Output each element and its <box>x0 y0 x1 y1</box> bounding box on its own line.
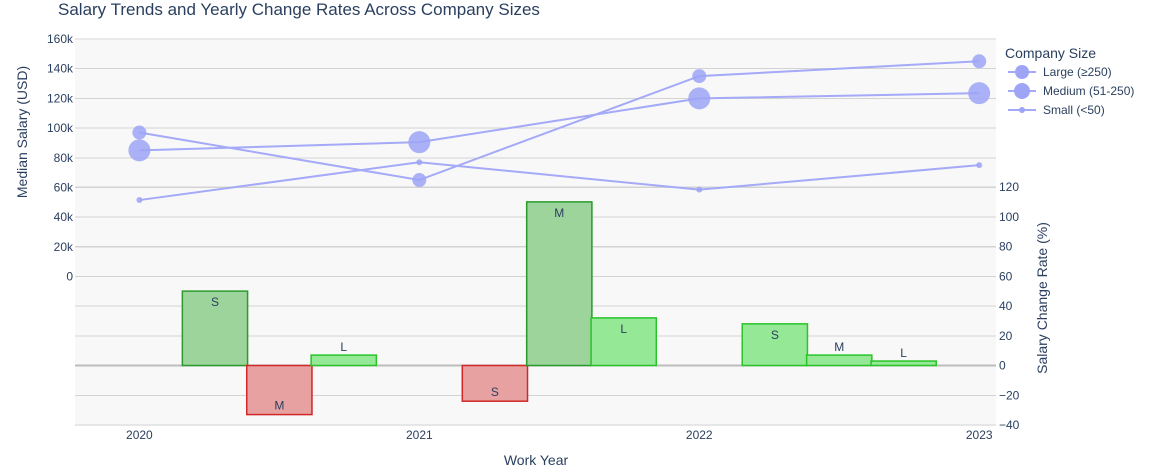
chart-title: Salary Trends and Yearly Change Rates Ac… <box>58 0 540 19</box>
legend-swatch-marker <box>1019 107 1025 113</box>
legend: Company Size Large (≥250) Medium (51-250)… <box>1005 45 1134 117</box>
x-tick-label: 2021 <box>406 428 433 442</box>
right-axis-ticks: −40 −20 0 20 40 60 80 100 120 <box>999 180 1020 432</box>
left-tick-label: 80k <box>54 151 74 165</box>
change-bar <box>525 201 593 367</box>
salary-line <box>139 92 980 152</box>
salary-marker <box>968 82 991 105</box>
right-axis-title: Salary Change Rate (%) <box>1034 222 1050 374</box>
x-tick-label: 2022 <box>686 428 713 442</box>
legend-label: Medium (51-250) <box>1043 84 1134 98</box>
left-axis-title: Median Salary (USD) <box>14 66 30 198</box>
change-bar <box>461 364 529 402</box>
salary-line <box>139 60 980 182</box>
salary-line <box>139 161 980 202</box>
x-tick-label: 2020 <box>126 428 153 442</box>
salary-markers <box>128 54 991 204</box>
right-tick-label: 80 <box>999 240 1013 254</box>
right-tick-label: 0 <box>999 359 1006 373</box>
change-bar <box>310 354 378 367</box>
left-tick-label: 160k <box>47 32 74 46</box>
salary-marker <box>136 197 143 204</box>
salary-lines <box>139 60 980 202</box>
legend-label: Large (≥250) <box>1043 65 1112 79</box>
bar-label: S <box>211 295 219 309</box>
bar-label: L <box>340 340 347 354</box>
right-tick-label: 60 <box>999 269 1013 283</box>
bar-label: M <box>274 399 284 413</box>
bar-label: M <box>834 340 844 354</box>
salary-marker <box>972 54 987 69</box>
salary-marker <box>408 131 431 154</box>
left-axis-ticks: 0 20k 40k 60k 80k 100k 120k 140k 160k <box>47 32 74 284</box>
x-tick-label: 2023 <box>966 428 993 442</box>
left-tick-label: 120k <box>47 91 74 105</box>
salary-marker <box>976 162 983 169</box>
left-tick-label: 100k <box>47 121 74 135</box>
legend-swatch-marker <box>1015 65 1029 79</box>
change-bar <box>741 323 809 367</box>
legend-label: Small (<50) <box>1043 103 1105 117</box>
change-bar <box>590 317 658 367</box>
change-bar <box>181 290 249 367</box>
salary-marker <box>416 159 423 166</box>
legend-title: Company Size <box>1005 45 1096 61</box>
bar-label: M <box>554 206 564 220</box>
right-tick-label: −20 <box>999 388 1020 402</box>
bar-label: S <box>771 328 779 342</box>
right-tick-label: 20 <box>999 329 1013 343</box>
bar-label: L <box>900 346 907 360</box>
salary-marker <box>692 69 707 84</box>
change-bar <box>805 354 873 367</box>
salary-marker <box>132 125 147 140</box>
x-axis-ticks: 2020 2021 2022 2023 <box>126 428 993 442</box>
x-axis-title: Work Year <box>504 452 569 468</box>
salary-marker <box>696 186 703 193</box>
right-tick-label: 40 <box>999 299 1013 313</box>
left-tick-label: 60k <box>54 180 74 194</box>
left-tick-label: 40k <box>54 210 74 224</box>
bar-label: L <box>620 322 627 336</box>
salary-marker <box>688 87 711 110</box>
left-tick-label: 0 <box>66 270 73 284</box>
salary-marker <box>412 173 427 188</box>
right-tick-label: 100 <box>999 210 1019 224</box>
salary-marker <box>128 139 151 162</box>
change-bar <box>870 360 937 367</box>
bars: S M L S M L S M L <box>181 201 937 416</box>
right-tick-label: 120 <box>999 180 1019 194</box>
right-tick-label: −40 <box>999 418 1020 432</box>
bar-label: S <box>491 385 499 399</box>
change-bar <box>245 364 313 416</box>
left-tick-label: 140k <box>47 62 74 76</box>
legend-swatch-marker <box>1014 83 1030 99</box>
left-tick-label: 20k <box>54 240 74 254</box>
